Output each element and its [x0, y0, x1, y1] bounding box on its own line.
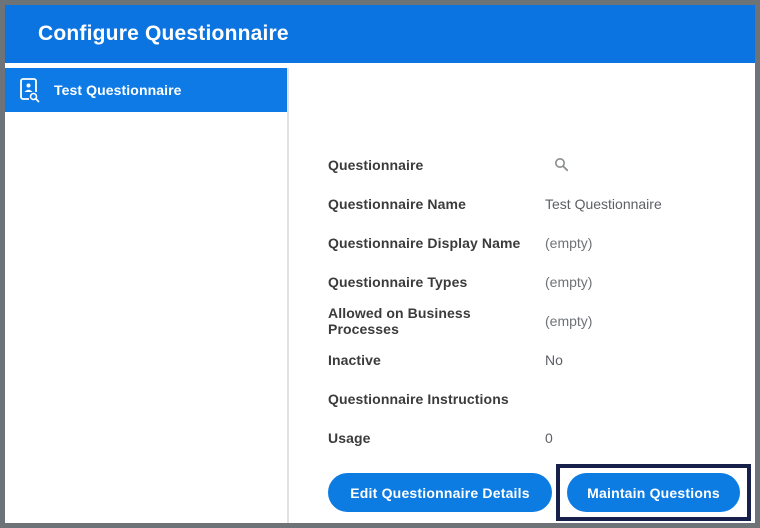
field-row-questionnaire-types: Questionnaire Types (empty) [328, 262, 755, 301]
field-label: Questionnaire Instructions [328, 390, 509, 407]
field-value: Test Questionnaire [545, 195, 662, 212]
questionnaire-person-search-icon [20, 78, 40, 103]
page-title: Configure Questionnaire [38, 22, 289, 45]
field-label: Usage [328, 429, 371, 446]
details-panel: Questionnaire Questionnaire Name Test Qu… [289, 68, 755, 523]
window-body: Test Questionnaire Questionnaire Questio… [5, 68, 755, 523]
sidebar-item-test-questionnaire[interactable]: Test Questionnaire [5, 68, 287, 112]
field-value: (empty) [545, 312, 593, 329]
field-row-instructions: Questionnaire Instructions [328, 379, 755, 418]
action-buttons-row: Edit Questionnaire Details Maintain Ques… [328, 464, 755, 521]
field-value: No [545, 351, 563, 368]
highlight-box: Maintain Questions [556, 464, 751, 521]
field-row-questionnaire: Questionnaire [328, 145, 755, 184]
field-value: (empty) [545, 234, 593, 251]
field-label: Inactive [328, 351, 381, 368]
field-label: Questionnaire [328, 156, 424, 173]
field-row-usage: Usage 0 [328, 418, 755, 457]
search-icon[interactable] [554, 157, 569, 172]
field-value: (empty) [545, 273, 593, 290]
field-row-allowed-processes: Allowed on Business Processes (empty) [328, 301, 755, 340]
field-row-questionnaire-name: Questionnaire Name Test Questionnaire [328, 184, 755, 223]
header-bar: Configure Questionnaire [5, 5, 755, 63]
field-value: 0 [545, 429, 553, 446]
field-row-display-name: Questionnaire Display Name (empty) [328, 223, 755, 262]
sidebar: Test Questionnaire [5, 68, 289, 523]
maintain-questions-button[interactable]: Maintain Questions [567, 473, 740, 512]
field-label: Questionnaire Name [328, 195, 466, 212]
edit-questionnaire-details-button[interactable]: Edit Questionnaire Details [328, 473, 552, 512]
field-label: Allowed on Business Processes [328, 304, 471, 337]
field-row-inactive: Inactive No [328, 340, 755, 379]
field-label: Questionnaire Types [328, 273, 468, 290]
sidebar-item-label: Test Questionnaire [54, 82, 182, 98]
field-label: Questionnaire Display Name [328, 234, 521, 251]
